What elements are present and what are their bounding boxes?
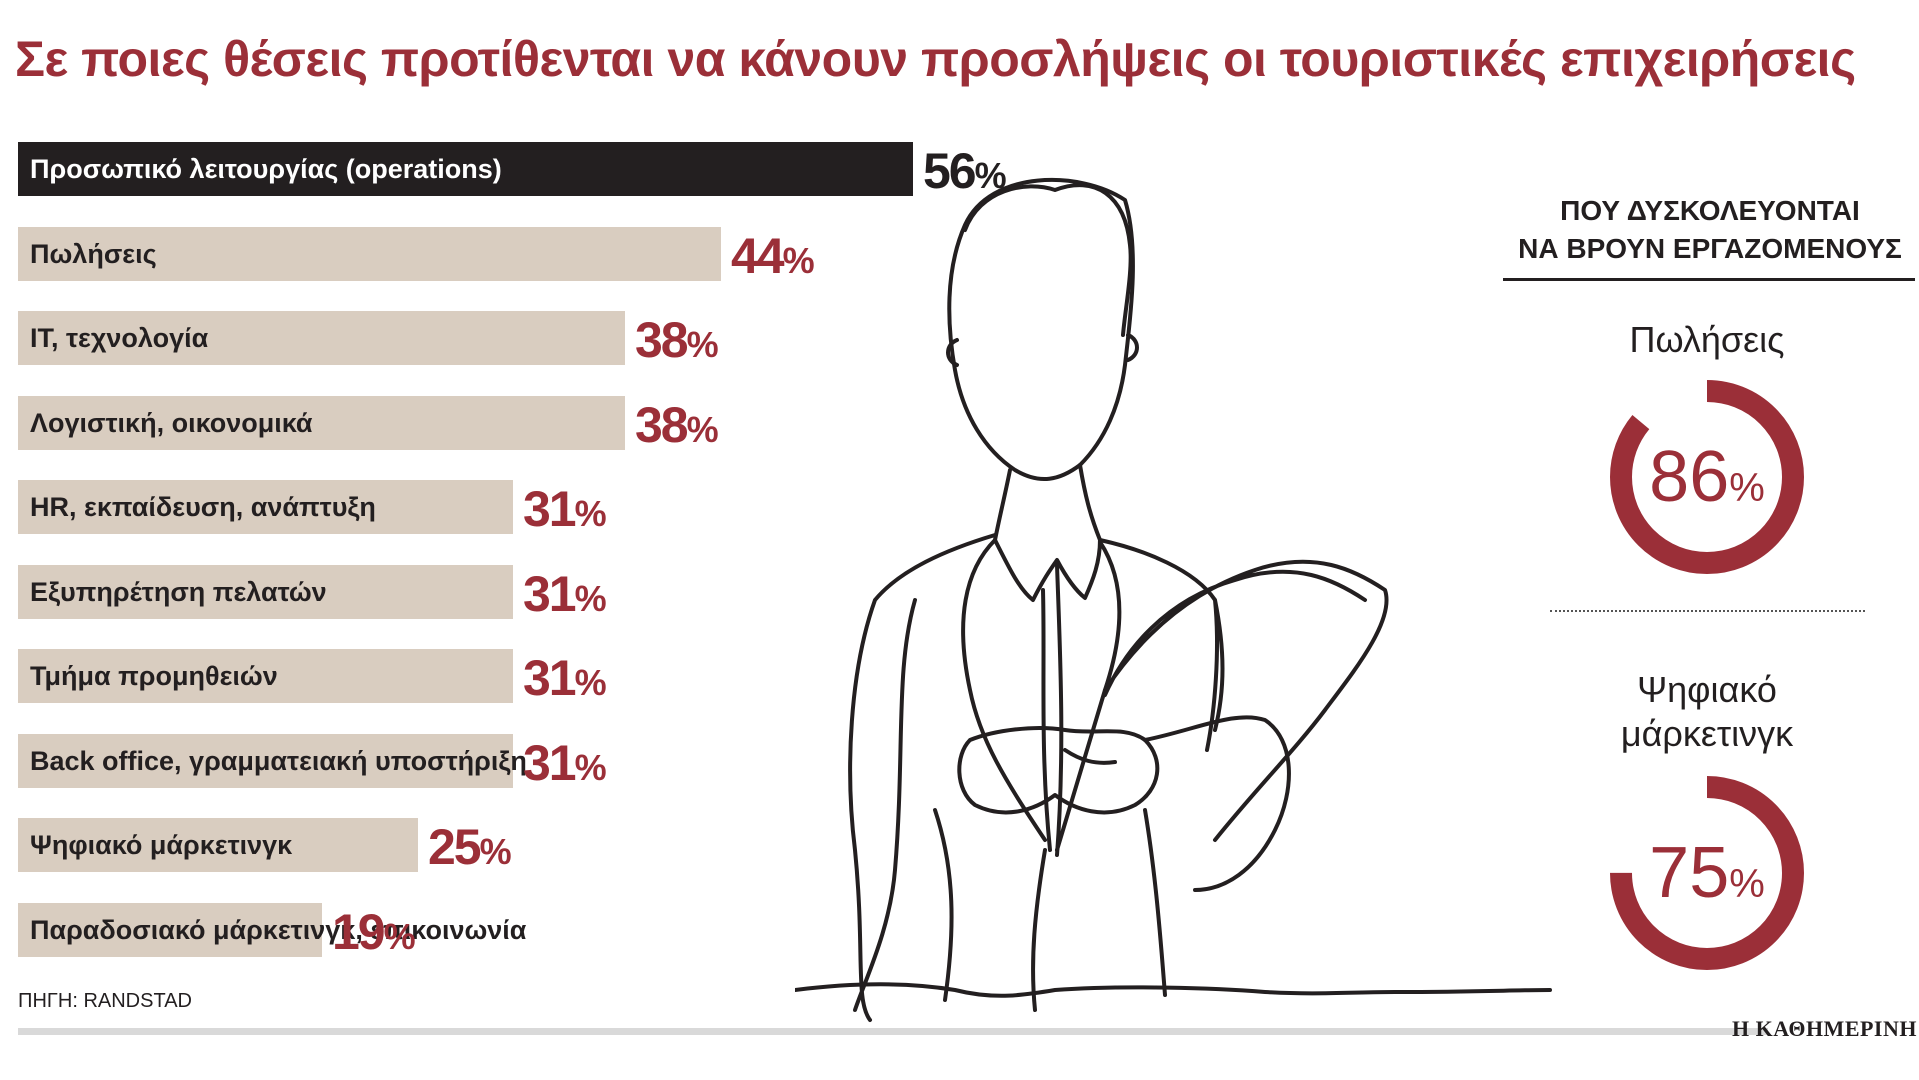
figure-jacket-left — [848, 533, 997, 1022]
side-heading-line1: ΠΟΥ ΔΥΣΚΟΛΕΥΟΝΤΑΙ — [1560, 195, 1860, 226]
bar: Προσωπικό λειτουργίας (operations) — [18, 142, 913, 196]
bar-label: Πωλήσεις — [30, 238, 157, 269]
businessman-line-art-illustration — [795, 178, 1552, 1022]
chart-title: Σε ποιες θέσεις προτίθενται να κάνουν πρ… — [15, 31, 1856, 87]
figure-ear-right — [1126, 333, 1139, 362]
figure-head — [947, 178, 1135, 482]
donut-chart-sales — [1610, 380, 1804, 574]
bar-value-label: 31% — [523, 650, 607, 706]
donut-value-sales: 86% — [1649, 437, 1765, 517]
bar-label: Τμήμα προμηθειών — [30, 660, 278, 691]
bar: Παραδοσιακό μάρκετινγκ, επικοινωνία — [18, 903, 526, 957]
donut-label-line2: μάρκετινγκ — [1620, 713, 1794, 754]
figure-hair — [963, 183, 1133, 337]
bar-label: Ψηφιακό μάρκετινγκ — [30, 829, 293, 860]
bar: Εξυπηρέτηση πελατών — [18, 565, 513, 619]
bar-value-label: 31% — [523, 735, 607, 791]
figure-collar — [993, 538, 1102, 602]
donut-arc — [1610, 776, 1804, 970]
bar-label: Παραδοσιακό μάρκετινγκ, επικοινωνία — [30, 914, 527, 945]
figure-ear-left — [946, 338, 959, 367]
dotted-divider — [1550, 610, 1865, 612]
bar-value-label: 19% — [332, 904, 416, 960]
bar: HR, εκπαίδευση, ανάπτυξη — [18, 480, 513, 534]
figure-folder — [1103, 559, 1389, 842]
figure-ground — [795, 982, 1552, 998]
source-note: ΠΗΓΗ: RANDSTAD — [18, 990, 192, 1012]
bar-label: Εξυπηρέτηση πελατών — [30, 576, 327, 607]
bar: Πωλήσεις — [18, 227, 721, 281]
bar: Back office, γραμματειακή υποστήριξη — [18, 734, 527, 788]
bar-value-label: 31% — [523, 566, 607, 622]
figure-tie — [1041, 563, 1064, 857]
donut-label-sales: Πωλήσεις — [1629, 319, 1785, 360]
bar-value-label: 38% — [635, 312, 719, 368]
side-panel-rule — [1503, 278, 1915, 281]
bar-chart: Προσωπικό λειτουργίας (operations) 56% Πωλ… — [0, 0, 1007, 1000]
side-heading-line2: ΝΑ ΒΡΟΥΝ ΕΡΓΑΖΟΜΕΝΟΥΣ — [1518, 233, 1902, 264]
donut-label-line1: Ψηφιακό — [1637, 669, 1777, 710]
donut-value-digital-marketing: 75% — [1649, 833, 1765, 913]
bar: Τμήμα προμηθειών — [18, 649, 513, 703]
figure-neck — [993, 463, 1102, 542]
bar-value-label: 44% — [731, 228, 815, 284]
donut-label-digital-marketing: Ψηφιακό μάρκετινγκ — [1557, 668, 1857, 756]
figure-jacket-right — [1098, 538, 1225, 752]
donut-arc — [1610, 380, 1804, 574]
bar: Λογιστική, οικονομικά — [18, 396, 625, 450]
bar-label: Προσωπικό λειτουργίας (operations) — [30, 153, 502, 184]
bar-value-label: 56% — [923, 143, 1007, 199]
bar-label: Λογιστική, οικονομικά — [30, 407, 313, 438]
side-panel-heading: ΠΟΥ ΔΥΣΚΟΛΕΥΟΝΤΑΙ ΝΑ ΒΡΟΥΝ ΕΡΓΑΖΟΜΕΝΟΥΣ — [1500, 192, 1919, 268]
bar-value-label: 25% — [428, 819, 512, 875]
bar-label: IT, τεχνολογία — [30, 322, 209, 353]
bar-label: Back office, γραμματειακή υποστήριξη — [30, 745, 527, 776]
bar: IT, τεχνολογία — [18, 311, 625, 365]
brand-logo-text: Η ΚΑΘΗΜΕΡΙΝΗ — [1732, 1016, 1917, 1041]
donut-chart-digital-marketing — [1610, 776, 1804, 970]
bar-label: HR, εκπαίδευση, ανάπτυξη — [30, 491, 376, 522]
bar: Ψηφιακό μάρκετινγκ — [18, 818, 418, 872]
bar-value-label: 31% — [523, 481, 607, 537]
figure-hands — [957, 726, 1160, 815]
footer-rule — [18, 1028, 1768, 1035]
bar-value-label: 38% — [635, 397, 719, 453]
figure-arm-right — [1143, 715, 1291, 892]
figure-lapel-left — [961, 538, 1047, 842]
